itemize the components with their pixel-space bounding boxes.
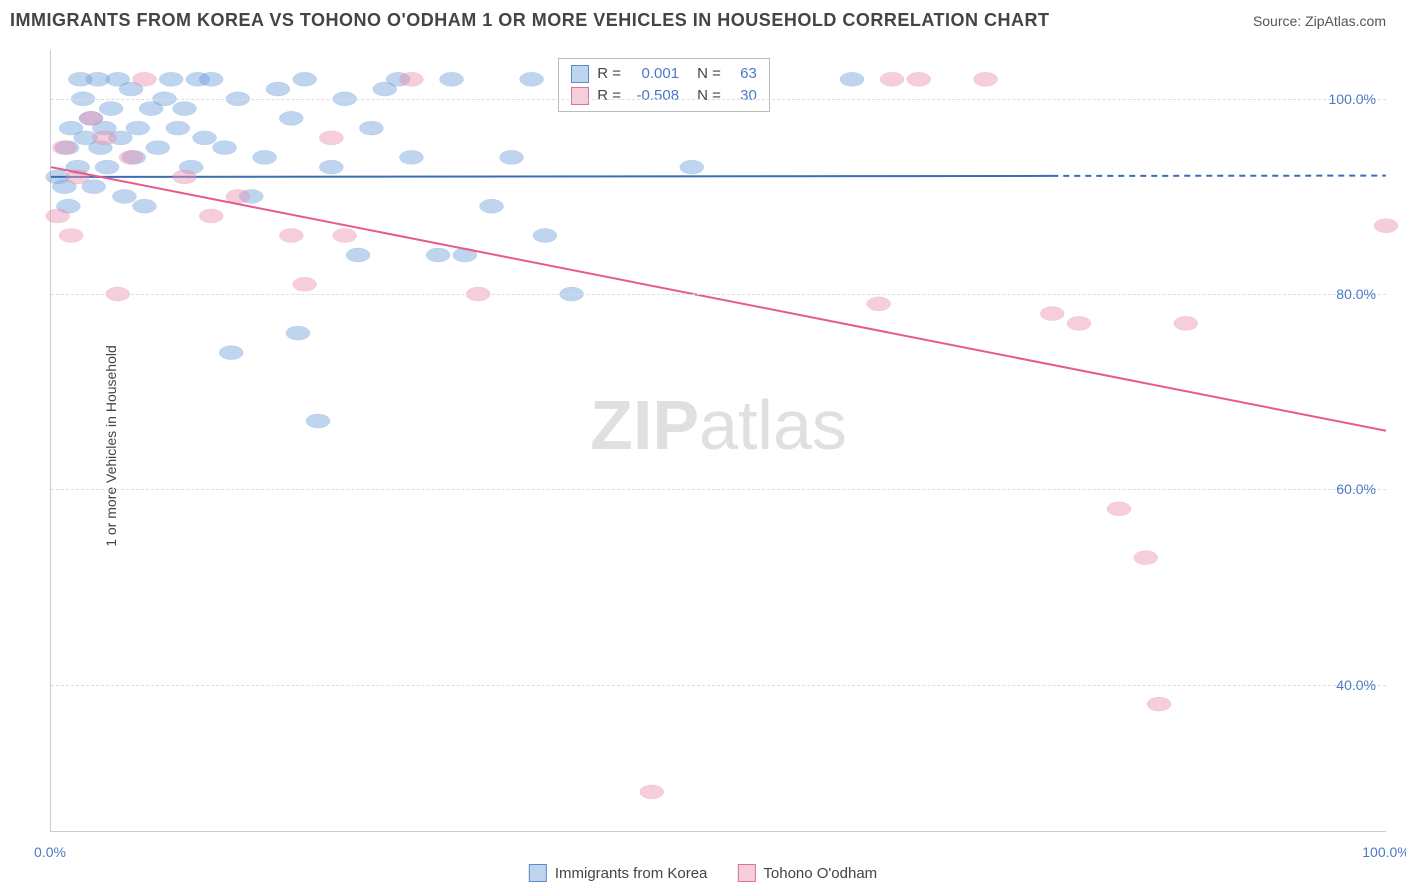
scatter-point (1174, 316, 1198, 330)
legend-swatch (737, 864, 755, 882)
stats-swatch (571, 87, 589, 105)
scatter-point (159, 72, 183, 86)
scatter-point (199, 72, 223, 86)
legend-swatch (529, 864, 547, 882)
scatter-point (132, 72, 156, 86)
scatter-point (520, 72, 544, 86)
scatter-point (213, 141, 237, 155)
scatter-point (880, 72, 904, 86)
scatter-point (166, 121, 190, 135)
scatter-point (840, 72, 864, 86)
chart-container: ZIPatlas R =0.001N =63R =-0.508N =30 40.… (50, 50, 1386, 832)
scatter-point (359, 121, 383, 135)
scatter-point (426, 248, 450, 262)
stat-n-label: N = (697, 87, 721, 104)
scatter-point (199, 209, 223, 223)
scatter-point (399, 72, 423, 86)
bottom-legend: Immigrants from Korea Tohono O'odham (529, 864, 877, 882)
scatter-point (680, 160, 704, 174)
scatter-point (480, 199, 504, 213)
scatter-point (112, 189, 136, 203)
scatter-point (119, 150, 143, 164)
legend-item: Tohono O'odham (737, 864, 877, 882)
scatter-point (132, 199, 156, 213)
scatter-plot-svg (51, 50, 1386, 831)
scatter-point (172, 102, 196, 116)
scatter-point (146, 141, 170, 155)
stat-r-label: R = (597, 87, 621, 104)
legend-label: Immigrants from Korea (555, 865, 708, 882)
stats-legend-box: R = 0.001 N = 63 R = -0.508 N = 30 (558, 58, 770, 112)
stat-r-value: -0.508 (629, 87, 679, 104)
stat-r-value: 0.001 (629, 65, 679, 82)
scatter-point (346, 248, 370, 262)
scatter-point (399, 150, 423, 164)
xtick-label: 100.0% (1362, 844, 1406, 860)
scatter-point (99, 102, 123, 116)
trend-line (51, 176, 1052, 177)
scatter-point (907, 72, 931, 86)
ytick-label: 80.0% (1336, 286, 1376, 302)
stat-n-value: 30 (729, 87, 757, 104)
ytick-label: 40.0% (1336, 677, 1376, 693)
grid-line (51, 685, 1386, 686)
scatter-point (193, 131, 217, 145)
scatter-point (973, 72, 997, 86)
scatter-point (533, 228, 557, 242)
grid-line (51, 294, 1386, 295)
scatter-point (59, 228, 83, 242)
scatter-point (95, 160, 119, 174)
stat-n-value: 63 (729, 65, 757, 82)
scatter-point (172, 170, 196, 184)
legend-item: Immigrants from Korea (529, 864, 708, 882)
scatter-point (1067, 316, 1091, 330)
scatter-point (46, 209, 70, 223)
scatter-point (279, 228, 303, 242)
scatter-point (306, 414, 330, 428)
scatter-point (333, 228, 357, 242)
scatter-point (439, 72, 463, 86)
scatter-point (92, 131, 116, 145)
plot-area: ZIPatlas R =0.001N =63R =-0.508N =30 40.… (50, 50, 1386, 832)
scatter-point (219, 346, 243, 360)
legend-label: Tohono O'odham (763, 865, 877, 882)
scatter-point (79, 111, 103, 125)
scatter-point (266, 82, 290, 96)
scatter-point (279, 111, 303, 125)
scatter-point (867, 297, 891, 311)
scatter-point (253, 150, 277, 164)
scatter-point (1107, 502, 1131, 516)
scatter-point (52, 141, 76, 155)
scatter-point (126, 121, 150, 135)
stats-row: R = -0.508 N = 30 (571, 85, 757, 107)
trend-line (51, 167, 1386, 431)
stats-swatch (571, 65, 589, 83)
grid-line (51, 99, 1386, 100)
scatter-point (1374, 219, 1398, 233)
ytick-label: 100.0% (1329, 91, 1376, 107)
chart-title: IMMIGRANTS FROM KOREA VS TOHONO O'ODHAM … (10, 10, 1049, 31)
ytick-label: 60.0% (1336, 481, 1376, 497)
xtick-label: 0.0% (34, 844, 66, 860)
scatter-point (226, 189, 250, 203)
grid-line (51, 489, 1386, 490)
scatter-point (293, 72, 317, 86)
source-label: Source: ZipAtlas.com (1253, 13, 1386, 29)
scatter-point (286, 326, 310, 340)
scatter-point (1134, 551, 1158, 565)
scatter-point (640, 785, 664, 799)
scatter-point (319, 131, 343, 145)
header: IMMIGRANTS FROM KOREA VS TOHONO O'ODHAM … (0, 0, 1406, 41)
scatter-point (319, 160, 343, 174)
stat-r-label: R = (597, 65, 621, 82)
scatter-point (293, 277, 317, 291)
scatter-point (1147, 697, 1171, 711)
scatter-point (500, 150, 524, 164)
stats-row: R = 0.001 N = 63 (571, 63, 757, 85)
scatter-point (1040, 307, 1064, 321)
stat-n-label: N = (697, 65, 721, 82)
